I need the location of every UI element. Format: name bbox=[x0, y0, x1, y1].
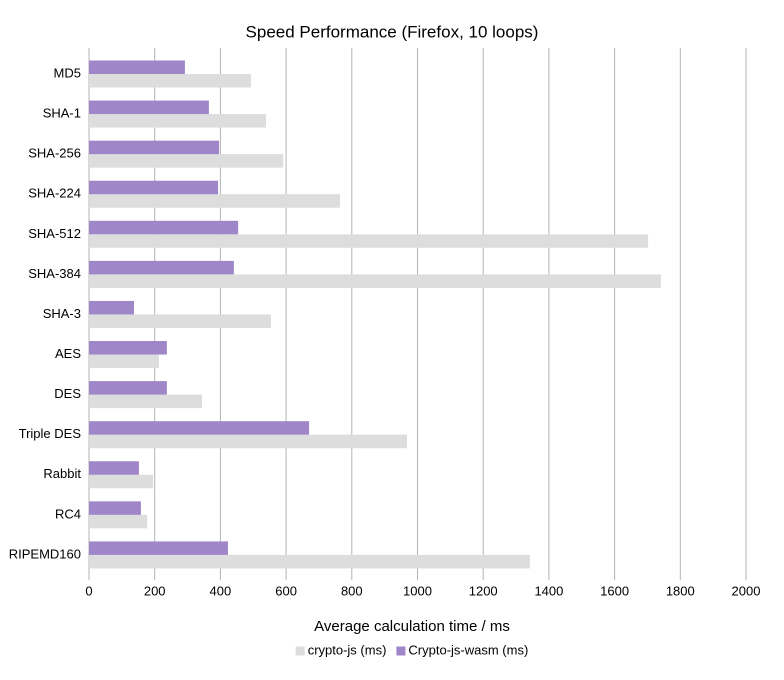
legend-swatch bbox=[295, 646, 305, 656]
bar bbox=[89, 274, 661, 288]
bar bbox=[89, 74, 251, 88]
y-tick-label: DES bbox=[54, 386, 81, 401]
bar bbox=[89, 314, 271, 328]
legend-label: crypto-js (ms) bbox=[308, 642, 387, 657]
x-tick-label: 2000 bbox=[732, 583, 761, 598]
bar bbox=[89, 461, 139, 475]
y-tick-label: SHA-224 bbox=[28, 186, 81, 201]
y-tick-label: SHA-1 bbox=[43, 106, 81, 121]
bar bbox=[89, 541, 228, 555]
x-tick-label: 1200 bbox=[469, 583, 498, 598]
y-tick-label: RC4 bbox=[55, 506, 81, 521]
x-tick-label: 1800 bbox=[666, 583, 695, 598]
x-tick-label: 1600 bbox=[600, 583, 629, 598]
y-tick-label: SHA-256 bbox=[28, 146, 81, 161]
bar bbox=[89, 114, 267, 128]
x-tick-label: 1400 bbox=[534, 583, 563, 598]
bar bbox=[89, 394, 203, 409]
bar bbox=[89, 234, 649, 248]
x-tick-label: 200 bbox=[144, 583, 166, 598]
bar bbox=[89, 60, 185, 74]
y-tick-label: MD5 bbox=[54, 65, 81, 80]
bar bbox=[89, 220, 239, 235]
bar bbox=[89, 554, 530, 569]
y-tick-label: SHA-3 bbox=[43, 306, 81, 321]
bar bbox=[89, 474, 154, 489]
y-tick-label: SHA-512 bbox=[28, 226, 81, 241]
y-tick-label: RIPEMD160 bbox=[9, 546, 81, 561]
bar bbox=[89, 501, 141, 515]
bar bbox=[89, 100, 209, 115]
x-tick-label: 1000 bbox=[403, 583, 432, 598]
bar bbox=[89, 260, 234, 275]
chart-title: Speed Performance (Firefox, 10 loops) bbox=[246, 22, 539, 41]
bar bbox=[89, 381, 167, 395]
bar bbox=[89, 434, 407, 449]
bar bbox=[89, 180, 219, 195]
x-tick-label: 400 bbox=[210, 583, 232, 598]
y-tick-label: SHA-384 bbox=[28, 266, 81, 281]
x-tick-label: 0 bbox=[85, 583, 92, 598]
bar bbox=[89, 354, 159, 369]
y-tick-label: Rabbit bbox=[43, 466, 81, 481]
y-tick-label: Triple DES bbox=[19, 426, 82, 441]
bar bbox=[89, 194, 340, 208]
bar bbox=[89, 154, 284, 168]
x-tick-label: 600 bbox=[275, 583, 297, 598]
x-axis-title: Average calculation time / ms bbox=[314, 618, 510, 635]
bar bbox=[89, 140, 220, 155]
legend-swatch bbox=[396, 646, 406, 656]
bar bbox=[89, 514, 148, 529]
bar bbox=[89, 421, 310, 435]
legend-label: Crypto-js-wasm (ms) bbox=[408, 642, 528, 657]
bar bbox=[89, 341, 167, 355]
x-tick-label: 800 bbox=[341, 583, 363, 598]
y-tick-label: AES bbox=[55, 346, 81, 361]
bar bbox=[89, 300, 135, 315]
